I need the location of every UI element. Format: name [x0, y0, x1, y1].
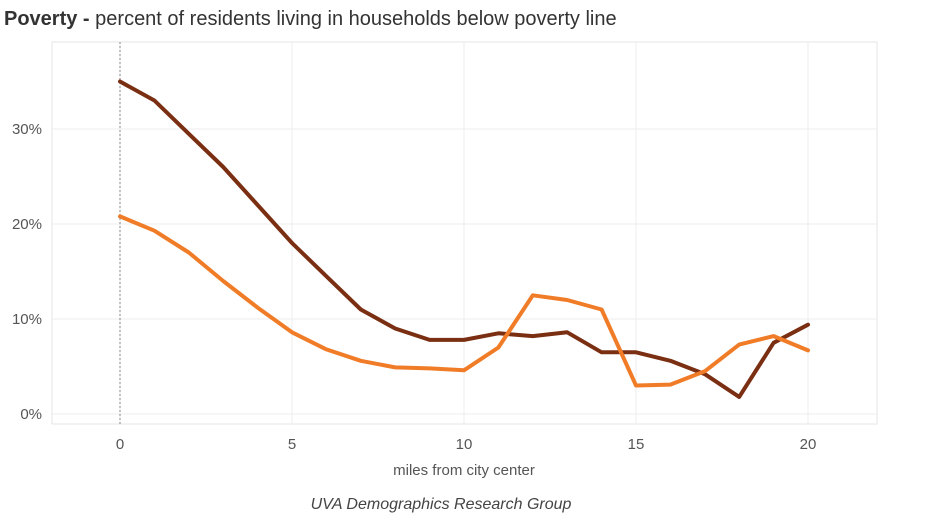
y-tick-label-20: 20% [12, 216, 42, 233]
gridlines [52, 42, 877, 424]
chart-title-bold: Poverty - [4, 8, 90, 30]
y-tick-label-0: 0% [20, 406, 42, 423]
poverty-line-chart: 0% 10% 20% 30% 0 5 10 15 20 miles from city cen… [12, 41, 878, 479]
x-tick-label-10: 10 [456, 436, 473, 453]
y-tick-label-30: 30% [12, 121, 42, 138]
y-axis-ticks: 0% 10% 20% 30% [12, 121, 42, 423]
chart-title: Poverty - percent of residents living in… [4, 8, 617, 31]
x-tick-label-0: 0 [116, 436, 124, 453]
data-series [118, 79, 810, 399]
x-tick-label-5: 5 [288, 436, 296, 453]
x-axis-title: miles from city center [393, 462, 535, 479]
series-line-orange-series [118, 214, 810, 388]
chart-title-rest: percent of residents living in household… [95, 8, 617, 30]
x-tick-label-15: 15 [628, 436, 645, 453]
x-axis-ticks: 0 5 10 15 20 [116, 436, 817, 453]
x-tick-label-20: 20 [800, 436, 817, 453]
y-tick-label-10: 10% [12, 311, 42, 328]
series-line-dark-series [118, 79, 810, 399]
source-credit: UVA Demographics Research Group [310, 496, 572, 513]
